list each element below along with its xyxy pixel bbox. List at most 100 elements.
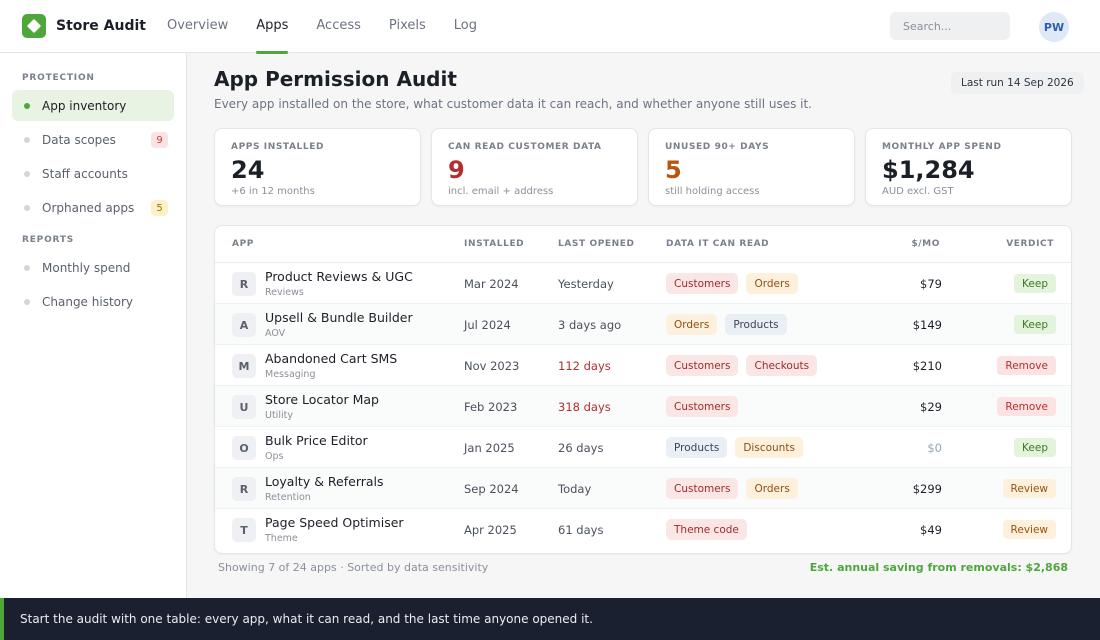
tab-log[interactable]: Log [453,18,477,33]
stat-value: $1,284 [882,156,975,184]
column-header-verdict[interactable]: VERDICT [1006,239,1054,249]
verdict-badge[interactable]: Keep [1014,315,1056,334]
stat-note: +6 in 12 months [231,186,315,197]
scope-tag: Customers [666,273,739,294]
app-initial-icon: T [232,518,256,542]
sidebar-item-staff-accounts[interactable]: Staff accounts [12,158,174,189]
scope-tag: Customers [666,478,739,499]
stat-card-unused: UNUSED 90+ DAYS 5 still holding access [648,128,855,206]
verdict-badge[interactable]: Review [1002,520,1056,539]
last-opened: 26 days [558,441,604,455]
tip-banner: Start the audit with one table: every ap… [0,598,1100,640]
count-badge: 9 [151,132,168,148]
sidebar-item-label: Orphaned apps [42,200,135,215]
sidebar: PROTECTION App inventory Data scopes 9 S… [0,53,187,598]
app-initial-icon: R [232,477,256,501]
app-category: Reviews [265,287,304,298]
scope-tag: Theme code [666,519,747,540]
monthly-cost: $29 [920,400,942,414]
tab-apps[interactable]: Apps [256,0,289,54]
column-header-installed[interactable]: INSTALLED [464,239,525,249]
monthly-cost: $49 [920,523,942,537]
brand-name: Store Audit [56,18,146,34]
scope-tags: Customers Checkouts [666,355,825,376]
column-header-last-opened[interactable]: LAST OPENED [558,239,635,249]
scope-tag: Orders [666,314,718,335]
page-subtitle: Every app installed on the store, what c… [214,97,812,111]
app-name: Upsell & Bundle Builder [265,310,413,325]
app-table: APP INSTALLED LAST OPENED DATA IT CAN RE… [214,225,1072,554]
column-header-app[interactable]: APP [232,239,254,249]
diamond-icon [22,14,46,38]
app-category: Ops [265,451,284,462]
monthly-cost: $299 [912,482,942,496]
stat-label: MONTHLY APP SPEND [882,142,1002,152]
sidebar-item-change-history[interactable]: Change history [12,286,174,317]
tab-overview[interactable]: Overview [167,18,229,33]
stat-value: 5 [665,156,682,184]
column-header-data[interactable]: DATA IT CAN READ [666,239,770,249]
table-row[interactable]: R Loyalty & Referrals Retention Sep 2024 Tod… [215,468,1071,509]
app-name: Abandoned Cart SMS [265,351,398,366]
dot-icon [24,204,30,211]
avatar[interactable]: PW [1039,12,1069,42]
app-name: Loyalty & Referrals [265,474,384,489]
sidebar-heading-reports: REPORTS [22,235,75,245]
table-row[interactable]: A Upsell & Bundle Builder AOV Jul 2024 3 day… [215,304,1071,345]
search-input[interactable] [890,12,1010,40]
installed-date: Nov 2023 [464,359,520,373]
tab-pixels[interactable]: Pixels [388,18,426,33]
table-row[interactable]: O Bulk Price Editor Ops Jan 2025 26 days Prod… [215,427,1071,468]
sidebar-item-label: App inventory [42,98,127,113]
scope-tag: Orders [746,478,798,499]
monthly-cost: $210 [912,359,942,373]
monthly-cost: $149 [912,318,942,332]
scope-tags: Orders Products [666,314,795,335]
app-initial-icon: R [232,272,256,296]
stat-card-apps-installed: APPS INSTALLED 24 +6 in 12 months [214,128,421,206]
app-category: AOV [265,328,286,339]
last-opened: 112 days [558,359,611,373]
main-nav: Overview Apps Access Pixels Log [167,0,505,54]
verdict-badge[interactable]: Remove [997,397,1056,416]
app-initial-icon: M [232,354,256,378]
app-category: Utility [265,410,293,421]
column-header-cost[interactable]: $/MO [911,239,940,249]
verdict-badge[interactable]: Keep [1014,274,1056,293]
sidebar-item-monthly-spend[interactable]: Monthly spend [12,252,174,283]
app-category: Retention [265,492,311,503]
table-row[interactable]: T Page Speed Optimiser Theme Apr 2025 61 day… [215,509,1071,550]
stat-note: incl. email + address [448,186,554,197]
installed-date: Sep 2024 [464,482,519,496]
last-opened: 3 days ago [558,318,622,332]
last-opened: 61 days [558,523,604,537]
table-row[interactable]: U Store Locator Map Utility Feb 2023 318 day… [215,386,1071,427]
table-row[interactable]: R Product Reviews & UGC Reviews Mar 2024 Yes… [215,263,1071,304]
header-divider [215,262,1071,263]
dot-icon [24,102,30,109]
dot-icon [24,136,30,143]
dot-icon [24,170,30,177]
stat-note: still holding access [665,186,760,197]
scope-tag: Checkouts [746,355,818,376]
sidebar-item-orphaned-apps[interactable]: Orphaned apps 5 [12,192,174,223]
sidebar-item-label: Change history [42,294,134,309]
scope-tag: Products [725,314,787,335]
installed-date: Mar 2024 [464,277,519,291]
sidebar-item-data-scopes[interactable]: Data scopes 9 [12,124,174,155]
app-initial-icon: A [232,313,256,337]
installed-date: Jul 2024 [464,318,511,332]
stat-label: CAN READ CUSTOMER DATA [448,142,602,152]
app-name: Page Speed Optimiser [265,515,404,530]
verdict-badge[interactable]: Review [1002,479,1056,498]
installed-date: Feb 2023 [464,400,518,414]
count-badge: 5 [151,200,168,216]
tab-access[interactable]: Access [316,18,361,33]
app-name: Store Locator Map [265,392,379,407]
sidebar-item-app-inventory[interactable]: App inventory [12,90,174,121]
table-row[interactable]: M Abandoned Cart SMS Messaging Nov 2023 112 … [215,345,1071,386]
verdict-badge[interactable]: Keep [1014,438,1056,457]
stat-card-customer-data: CAN READ CUSTOMER DATA 9 incl. email + a… [431,128,638,206]
brand[interactable]: Store Audit [22,14,146,38]
verdict-badge[interactable]: Remove [997,356,1056,375]
